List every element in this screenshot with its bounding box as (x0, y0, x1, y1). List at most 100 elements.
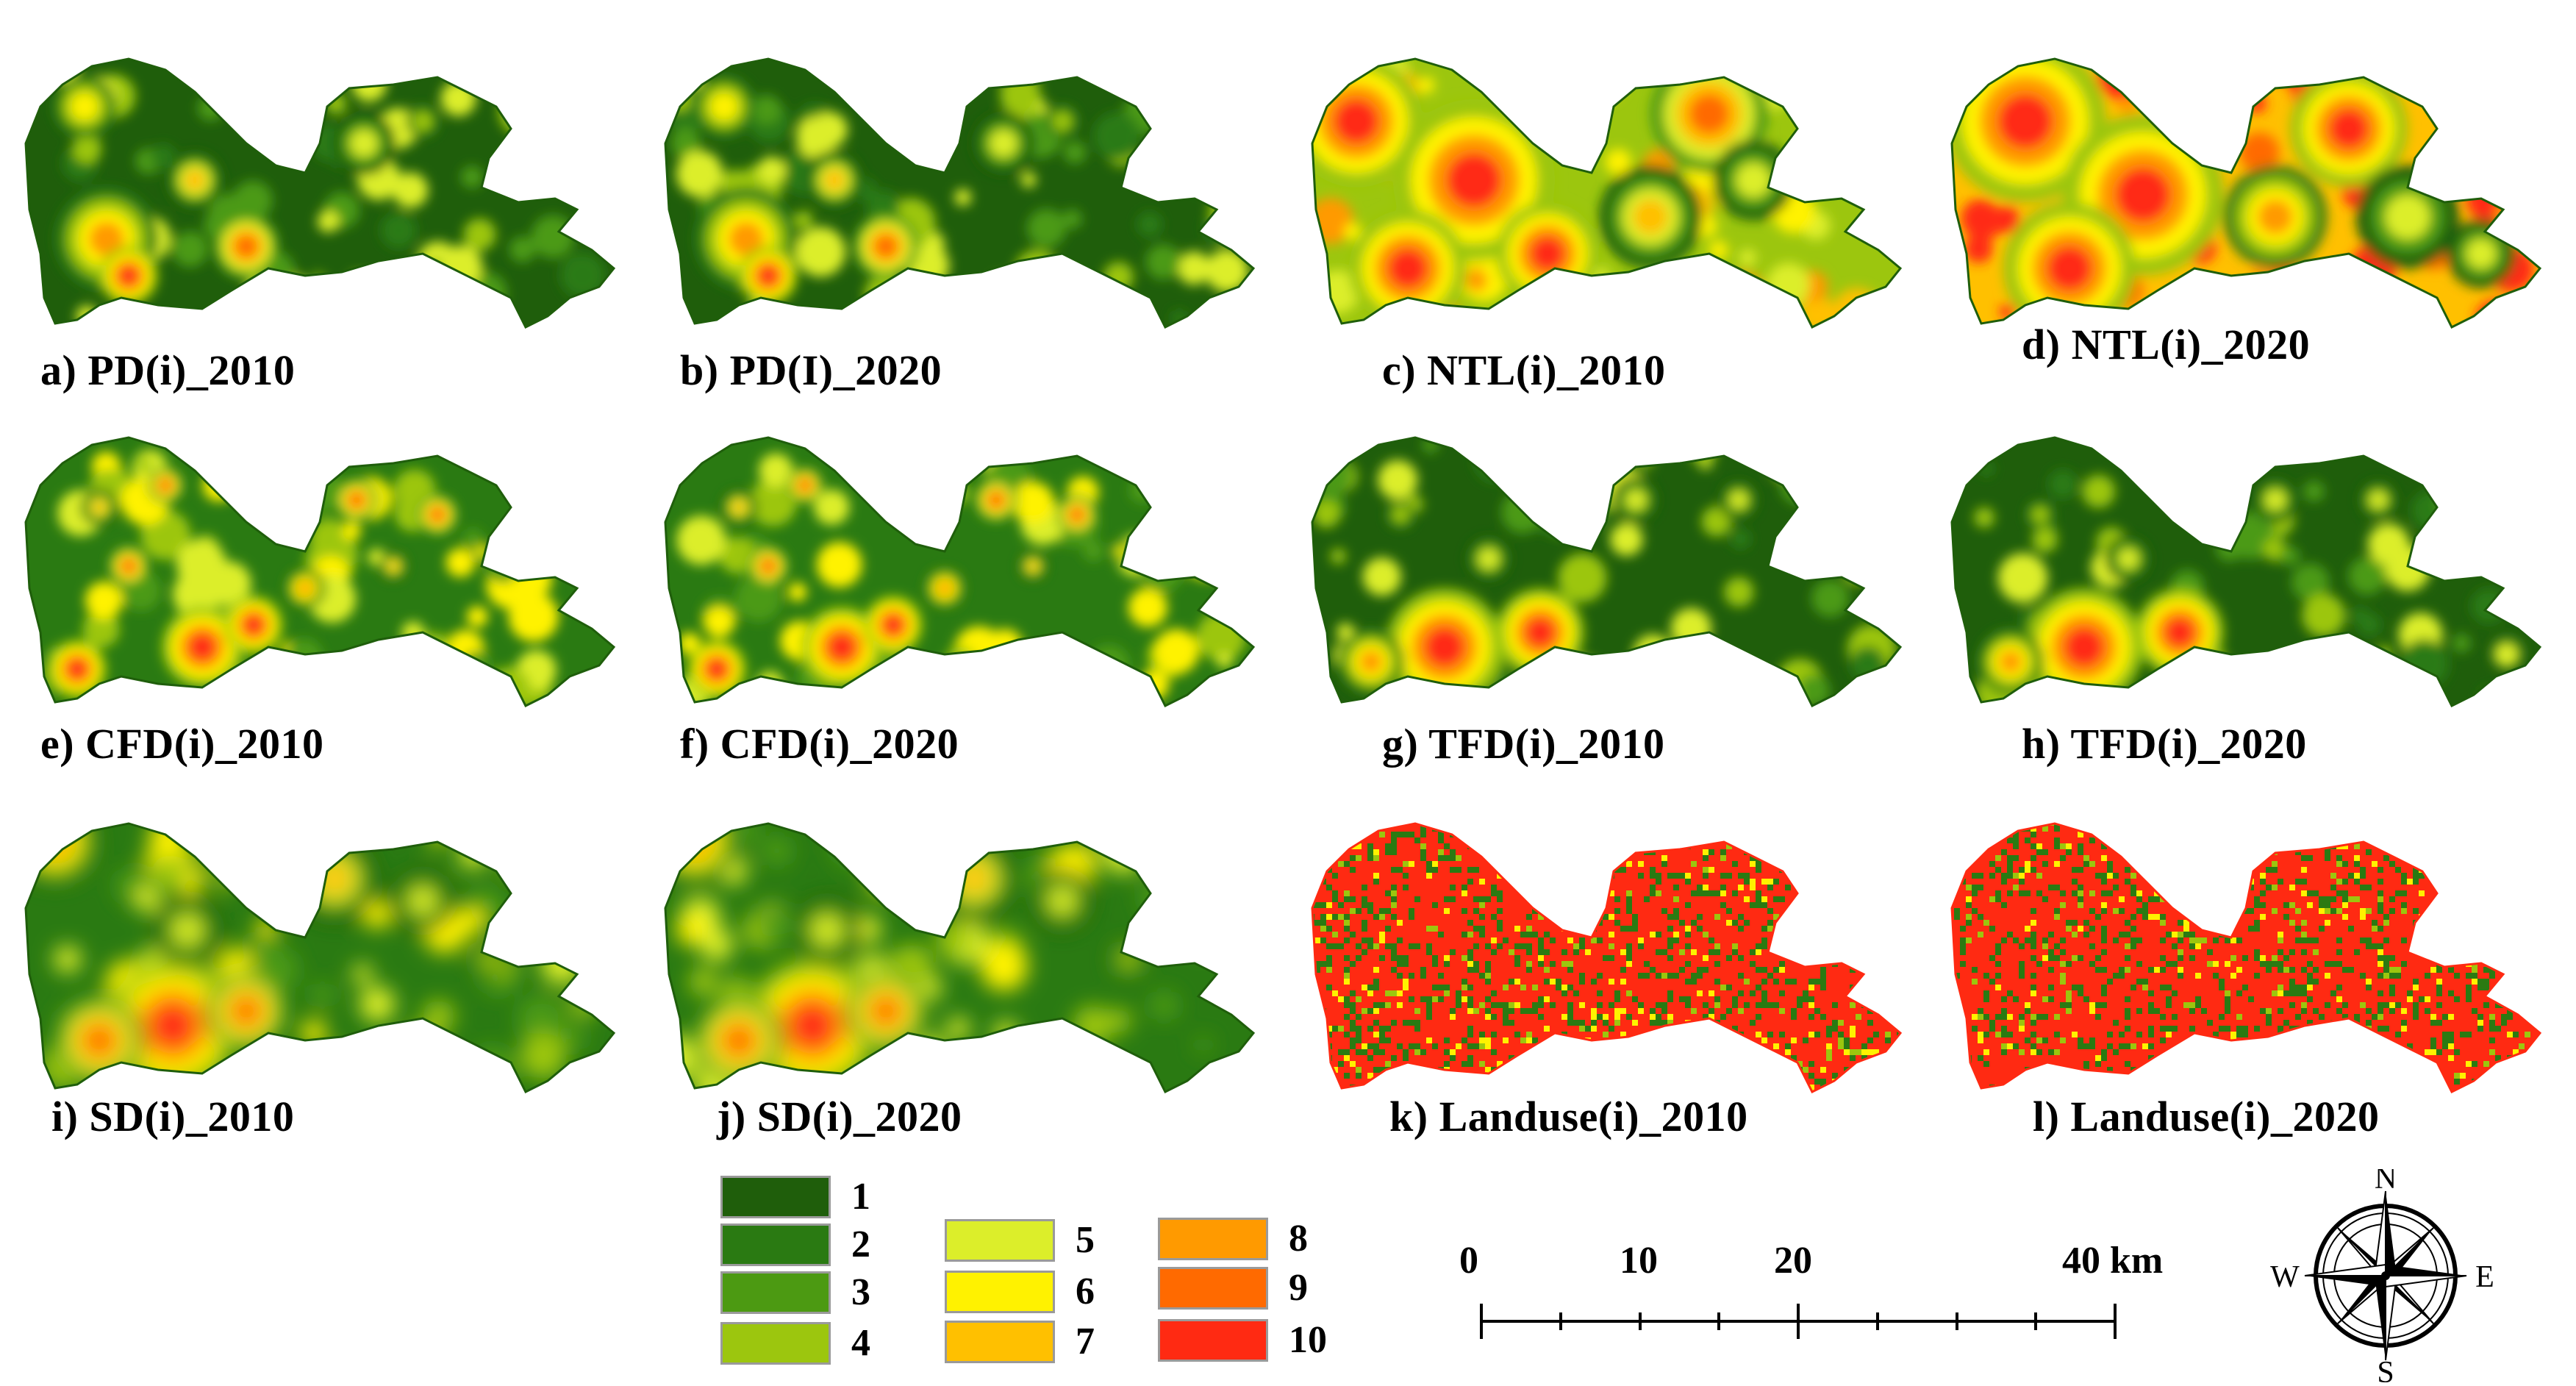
landuse-cell (1873, 867, 1879, 873)
map-texture-patch (840, 59, 862, 74)
landuse-cell (2378, 1008, 2383, 1014)
landuse-cell (2325, 973, 2330, 979)
landuse-cell (1954, 1032, 1960, 1037)
landuse-cell (1983, 1032, 1989, 1037)
landuse-cell (1867, 985, 1873, 990)
landuse-cell (1803, 996, 1808, 1002)
landuse-cell (2260, 879, 2266, 885)
landuse-cell (1750, 961, 1756, 967)
landuse-cell (1603, 1073, 1609, 1079)
landuse-cell (2054, 837, 2060, 843)
landuse-cell (2307, 1073, 2313, 1079)
map-texture-patch (2385, 546, 2430, 591)
landuse-cell (1744, 879, 1750, 885)
map-hotspot (1689, 93, 1730, 135)
landuse-cell (2325, 1085, 2330, 1090)
landuse-cell (2130, 926, 2136, 932)
landuse-cell (2095, 1085, 2101, 1090)
landuse-cell (1567, 849, 1573, 855)
landuse-cell (2083, 1073, 2089, 1079)
landuse-cell (2207, 949, 2213, 955)
landuse-cell (2219, 890, 2225, 896)
landuse-cell (1791, 861, 1797, 867)
landuse-cell (2507, 949, 2513, 955)
landuse-cell (2225, 896, 2230, 902)
landuse-cell (1550, 824, 1556, 826)
landuse-cell (1326, 855, 1332, 861)
landuse-cell (1885, 1073, 1891, 1079)
map-texture-patch (2452, 634, 2471, 653)
landuse-cell (1426, 1002, 1432, 1008)
landuse-cell (2383, 843, 2389, 849)
landuse-cell (2248, 996, 2254, 1002)
landuse-cell (2425, 1067, 2430, 1073)
landuse-cell (1891, 1008, 1897, 1014)
landuse-cell (2336, 949, 2342, 955)
landuse-cell (1650, 1032, 1656, 1037)
map-hotspot (1048, 887, 1076, 915)
landuse-cell (1503, 1008, 1509, 1014)
landuse-cell (1856, 1049, 1861, 1055)
landuse-cell (2530, 824, 2536, 826)
landuse-cell (1312, 996, 1314, 1002)
landuse-cell (1867, 1037, 1873, 1043)
landuse-cell (1714, 914, 1720, 920)
landuse-cell (2536, 902, 2540, 908)
landuse-cell (2236, 990, 2242, 996)
landuse-cell (1426, 1079, 1432, 1085)
landuse-cell (1362, 902, 1367, 908)
landuse-cell (1761, 1085, 1767, 1090)
legend-label: 9 (1289, 1267, 1308, 1309)
landuse-cell (1579, 826, 1585, 832)
landuse-cell (1952, 873, 1954, 879)
landuse-cell (2025, 837, 2031, 843)
landuse-cell (2183, 837, 2189, 843)
landuse-cell (1532, 1037, 1538, 1043)
landuse-cell (2483, 967, 2489, 973)
landuse-cell (2466, 1061, 2472, 1067)
landuse-cell (1338, 1049, 1344, 1055)
landuse-cell (2319, 826, 2325, 832)
landuse-cell (1826, 890, 1832, 896)
map-boundary (1311, 436, 1903, 708)
map-texture-patch (539, 609, 557, 626)
map-panel-tfd-2020: h) TFD(i)_2020 (1937, 412, 2569, 809)
map-texture-patch (665, 1035, 698, 1080)
landuse-cell (1732, 890, 1738, 896)
landuse-cell (2336, 961, 2342, 967)
landuse-cell (1738, 990, 1744, 996)
landuse-cell (2395, 967, 2401, 973)
compass-w: W (2270, 1260, 2300, 1294)
map-hotspot (1028, 561, 1038, 571)
landuse-cell (2301, 967, 2307, 973)
landuse-cell (2154, 861, 2160, 867)
map-hotspot (679, 826, 710, 857)
landuse-cell (2430, 955, 2436, 961)
map-texture-patch (295, 467, 342, 514)
landuse-cell (2342, 1002, 2348, 1008)
map-texture-patch (310, 983, 334, 1007)
landuse-cell (1509, 824, 1514, 826)
map-texture-patch (446, 548, 476, 577)
landuse-cell (2507, 920, 2513, 926)
landuse-cell (2401, 1008, 2407, 1014)
landuse-cell (1620, 979, 1626, 985)
landuse-cell (2283, 1067, 2289, 1073)
map-texture-patch (2302, 593, 2345, 637)
landuse-cell (1326, 914, 1332, 920)
landuse-cell (1803, 926, 1808, 932)
landuse-cell (1791, 1079, 1797, 1085)
landuse-cell (2136, 961, 2142, 967)
landuse-cell (1314, 1079, 1320, 1085)
map-hotspot (1999, 650, 2022, 674)
landuse-cell (1773, 979, 1779, 985)
map-texture-patch (260, 437, 279, 452)
landuse-cell (1732, 996, 1738, 1002)
map-texture-patch (1012, 482, 1055, 524)
landuse-cell (1756, 1096, 1761, 1102)
landuse-cell (2542, 890, 2548, 896)
landuse-cell (2401, 908, 2407, 914)
landuse-cell (2095, 873, 2101, 879)
landuse-cell (2142, 1043, 2148, 1049)
landuse-cell (2477, 873, 2483, 879)
